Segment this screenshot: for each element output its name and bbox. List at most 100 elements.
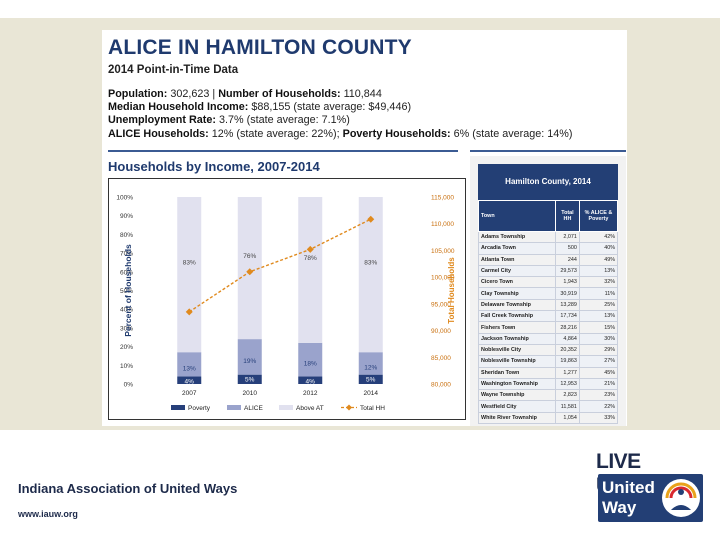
y-tick-label: 10% [120, 363, 133, 370]
town-cell: Cicero Town [478, 276, 556, 289]
above-at-bar [177, 197, 202, 353]
page-subtitle: 2014 Point-in-Time Data [108, 64, 239, 76]
x-tick-label: 2007 [182, 390, 197, 397]
total-hh-cell: 17,734 [555, 310, 580, 323]
legend-label: Above AT [296, 405, 324, 412]
town-cell: Washington Township [478, 377, 556, 391]
above-at-label: 76% [243, 253, 256, 260]
alice-pct-cell: 21% [578, 377, 619, 391]
alice-pct-cell: 29% [578, 343, 619, 357]
legend-swatch [279, 405, 293, 410]
alice-pct-cell: 32% [578, 276, 619, 289]
y2-tick-label: 110,000 [431, 221, 454, 228]
col-alice-poverty: % ALICE & Poverty [578, 200, 619, 232]
total-hh-cell: 2,071 [555, 230, 580, 244]
alice-bar [237, 339, 262, 375]
table-row: White River Township 1,054 33% [478, 411, 619, 425]
united-way-logo: United Way [598, 474, 703, 522]
table-title: Hamilton County, 2014 [478, 164, 618, 200]
table-row: Noblesville City 20,352 29% [478, 343, 619, 357]
town-cell: Sheridan Town [478, 366, 556, 379]
total-hh-point [185, 308, 193, 316]
alice-bar [298, 342, 323, 377]
alice-pct-cell: 33% [578, 411, 619, 425]
y2-tick-label: 100,000 [431, 275, 455, 282]
y-tick-label: 40% [120, 307, 133, 314]
above-at-label: 78% [304, 255, 317, 262]
col-total-hh: Total HH [555, 200, 580, 232]
above-at-label: 83% [364, 260, 377, 267]
town-cell: Noblesville Township [478, 355, 556, 368]
total-hh-cell: 19,863 [555, 355, 580, 368]
legend-swatch [171, 405, 185, 410]
y-tick-label: 20% [120, 344, 133, 351]
total-hh-cell: 12,953 [555, 377, 580, 391]
y-tick-label: 50% [120, 288, 133, 295]
total-hh-cell: 1,943 [555, 276, 580, 289]
total-hh-cell: 4,864 [555, 332, 580, 345]
town-cell: Carmel City [478, 264, 556, 278]
org-url[interactable]: www.iauw.org [18, 509, 78, 519]
table-row: Cicero Town 1,943 32% [478, 276, 619, 289]
poverty-bar [237, 374, 262, 384]
logo-line-2: Way [602, 498, 637, 517]
y2-tick-label: 90,000 [431, 328, 451, 335]
total-hh-cell: 30,919 [555, 287, 580, 300]
town-table: Hamilton County, 2014 Town Total HH % AL… [478, 164, 619, 425]
col-town: Town [478, 200, 556, 232]
alice-pct-cell: 30% [578, 332, 619, 345]
total-hh-point [367, 215, 375, 223]
table-row: Adams Township 2,071 42% [478, 230, 619, 244]
town-cell: Atlanta Town [478, 253, 556, 266]
legend-swatch [227, 405, 241, 410]
divider-left [108, 150, 458, 152]
y-tick-label: 100% [116, 195, 133, 202]
alice-pct-cell: 25% [578, 298, 619, 312]
y-tick-label: 80% [120, 232, 133, 239]
stat-unemployment: Unemployment Rate: 3.7% (state average: … [108, 114, 350, 127]
total-hh-cell: 20,352 [555, 343, 580, 357]
alice-pct-cell: 42% [578, 230, 619, 244]
alice-pct-cell: 49% [578, 253, 619, 266]
alice-pct-cell: 13% [578, 310, 619, 323]
alice-pct-cell: 45% [578, 366, 619, 379]
y-tick-label: 90% [120, 213, 133, 220]
total-hh-point [246, 268, 254, 276]
town-cell: Fall Creek Township [478, 310, 556, 323]
alice-bar [358, 352, 383, 375]
total-hh-point [306, 245, 314, 253]
x-tick-label: 2014 [364, 390, 379, 397]
total-hh-cell: 13,289 [555, 298, 580, 312]
y2-tick-label: 80,000 [431, 382, 451, 389]
table-row: Delaware Township 13,289 25% [478, 298, 619, 312]
table-row: Noblesville Township 19,863 27% [478, 355, 619, 368]
y2-tick-label: 85,000 [431, 355, 451, 362]
town-cell: Arcadia Town [478, 242, 556, 255]
alice-pct-cell: 27% [578, 355, 619, 368]
y-tick-label: 0% [124, 382, 134, 389]
town-cell: Wayne Township [478, 389, 556, 402]
logo-line-1: United [602, 478, 655, 497]
legend-label: Total HH [360, 405, 385, 412]
total-hh-cell: 1,277 [555, 366, 580, 379]
legend-marker [346, 404, 352, 411]
alice-pct-cell: 23% [578, 389, 619, 402]
total-hh-cell: 11,581 [555, 400, 580, 413]
x-tick-label: 2012 [303, 390, 318, 397]
above-at-label: 83% [183, 260, 196, 267]
town-cell: Noblesville City [478, 343, 556, 357]
town-data-table: Town Total HH % ALICE & Poverty Adams To… [478, 200, 619, 425]
town-cell: Delaware Township [478, 298, 556, 312]
poverty-bar [177, 376, 202, 384]
town-cell: White River Township [478, 411, 556, 425]
table-row: Westfield City 11,581 22% [478, 400, 619, 413]
above-at-bar [237, 197, 262, 340]
table-row: Washington Township 12,953 21% [478, 377, 619, 391]
alice-label: 12% [364, 364, 377, 371]
y-tick-label: 30% [120, 325, 133, 332]
total-hh-cell: 500 [555, 242, 580, 255]
town-cell: Clay Township [478, 287, 556, 300]
stat-income: Median Household Income: $88,155 (state … [108, 101, 412, 114]
divider-right [470, 150, 626, 152]
town-cell: Jackson Township [478, 332, 556, 345]
